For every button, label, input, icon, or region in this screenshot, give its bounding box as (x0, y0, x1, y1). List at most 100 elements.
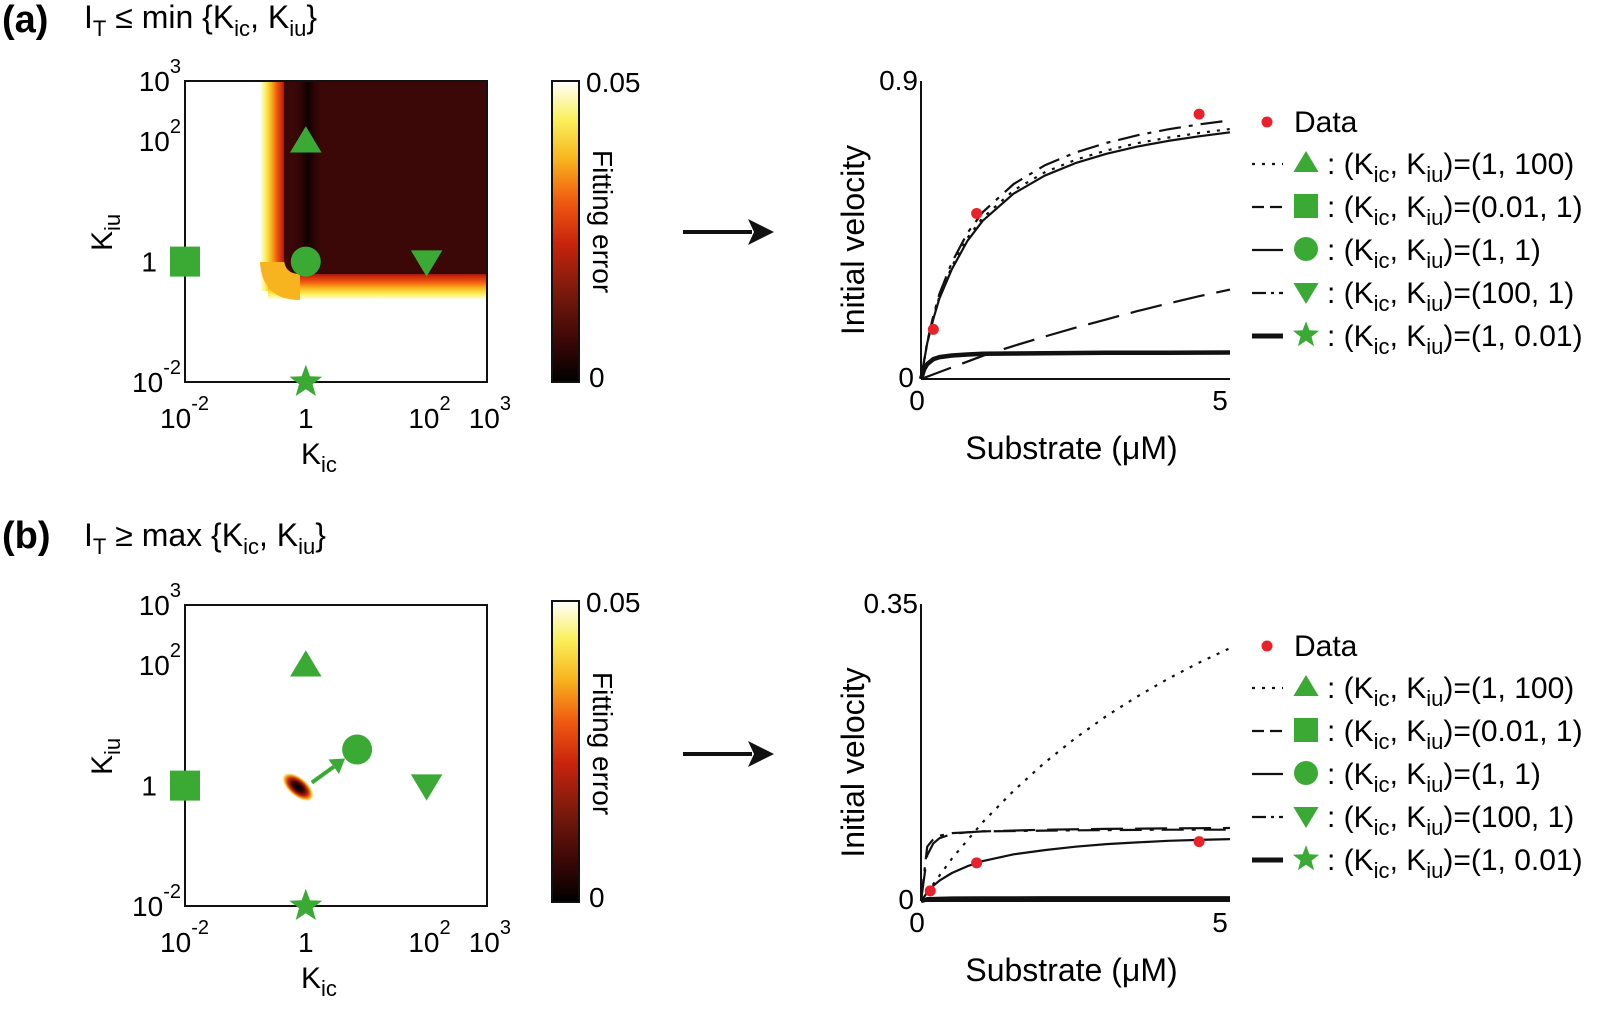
triangle-up-marker (290, 126, 322, 153)
data-point (1193, 108, 1205, 120)
y-tick-base: 10 (132, 367, 163, 398)
x-tick-base: 10 (408, 403, 439, 434)
ylabel-main: K (86, 755, 119, 775)
condition-mid: , K (259, 517, 298, 553)
legend-pre: : (K (1327, 801, 1374, 834)
x-tick-base: 1 (298, 403, 314, 434)
xlabel-sub: ic (321, 452, 337, 477)
series-line (919, 828, 1230, 902)
x-tick-label: 0 (909, 385, 925, 416)
y-tick-label: 103 (139, 56, 181, 97)
legend-star-marker (1292, 845, 1320, 871)
condition-sub2: iu (298, 534, 315, 559)
colorbar-b-gradient (551, 600, 580, 903)
triangle-down-marker (410, 774, 443, 801)
legend-post: )=(0.01, 1) (1443, 191, 1582, 224)
data-point (1193, 836, 1205, 848)
x-tick-exponent: 2 (439, 917, 450, 939)
legend-sub2: iu (1426, 815, 1443, 840)
x-tick-label: 5 (1212, 385, 1228, 416)
data-point (971, 857, 983, 869)
legend-sub2: iu (1426, 772, 1443, 797)
panel-b-condition: IT ≥ max {Kic, Kiu} (84, 517, 326, 559)
condition-i-sub: T (93, 534, 106, 559)
colorbar-b-title: Fitting error (587, 672, 618, 815)
x-tick-exponent: 2 (439, 393, 450, 415)
y-tick-exponent: -2 (163, 357, 181, 379)
circle-marker (342, 734, 373, 765)
legend-triangle-up-marker (1293, 151, 1319, 172)
x-tick-label: 103 (469, 917, 511, 958)
legend-post: )=(1, 1) (1443, 758, 1541, 791)
arrow-b (683, 741, 774, 767)
legend-star-marker (1292, 321, 1320, 347)
legend-item-label: : (Kic, Kiu)=(0.01, 1) (1327, 191, 1583, 230)
legend-mid: , K (1390, 844, 1427, 877)
star-marker (289, 888, 323, 920)
y-tick-label: 1 (141, 771, 157, 802)
series-line (918, 350, 1231, 380)
legend-sub1: ic (1374, 291, 1390, 316)
legend-mid: , K (1390, 758, 1427, 791)
triangle-up-marker (290, 650, 322, 677)
legend-sub2: iu (1426, 858, 1443, 883)
legend-mid: , K (1390, 148, 1427, 181)
condition-i-sub: T (93, 16, 106, 41)
chart-ylabel: Initial velocity (835, 145, 871, 335)
panel-a-condition: IT ≤ min {Kic, Kiu} (84, 0, 317, 41)
legend-mid: , K (1390, 715, 1427, 748)
legend-data-label: Data (1294, 106, 1358, 139)
chart-ylabel: Initial velocity (835, 667, 871, 857)
x-tick-label: 102 (408, 393, 450, 434)
condition-sub1: ic (243, 534, 259, 559)
legend-sub1: ic (1374, 162, 1390, 187)
legend-triangle-up-marker (1293, 675, 1319, 696)
x-tick-label: 1 (298, 403, 314, 434)
legend-mid: , K (1390, 277, 1427, 310)
condition-mid: , K (250, 0, 289, 35)
legend-mid: , K (1390, 234, 1427, 267)
y-tick-base: 1 (141, 247, 157, 278)
legend-sub1: ic (1374, 686, 1390, 711)
legend-pre: : (K (1327, 277, 1374, 310)
legend-pre: : (K (1327, 234, 1374, 267)
x-tick-base: 10 (160, 927, 191, 958)
chart-xlabel: Substrate (μM) (965, 952, 1177, 988)
condition-relation: ≥ max {K (106, 517, 243, 553)
ylabel-main: K (86, 231, 119, 251)
x-tick-exponent: -2 (191, 393, 209, 415)
legend-pre: : (K (1327, 715, 1374, 748)
legend-item-label: : (Kic, Kiu)=(100, 1) (1327, 801, 1574, 840)
x-tick-label: 10-2 (160, 393, 209, 434)
x-tick-label: 1 (298, 927, 314, 958)
legend-pre: : (K (1327, 148, 1374, 181)
y-tick-base: 1 (141, 771, 157, 802)
legend-sub1: ic (1374, 815, 1390, 840)
y-tick-base: 10 (139, 650, 170, 681)
legend-post: )=(100, 1) (1443, 277, 1574, 310)
condition-sub1: ic (234, 16, 250, 41)
legend-item-label: : (Kic, Kiu)=(1, 1) (1327, 234, 1541, 273)
xlabel-main: K (301, 962, 321, 995)
y-tick-exponent: 2 (170, 116, 181, 138)
legend-mid: , K (1390, 191, 1427, 224)
arrow-a (683, 219, 774, 245)
legend-sub2: iu (1426, 729, 1443, 754)
legend-a: Data: (Kic, Kiu)=(1, 100): (Kic, Kiu)=(0… (1252, 106, 1583, 359)
legend-square-marker (1294, 194, 1318, 218)
legend-item-label: : (Kic, Kiu)=(1, 0.01) (1327, 320, 1583, 359)
y-tick-label: 10-2 (132, 357, 181, 398)
legend-mid: , K (1390, 801, 1427, 834)
x-tick-base: 10 (408, 927, 439, 958)
heatmap-a (170, 80, 488, 396)
legend-data-dot (1261, 640, 1273, 652)
series-line (919, 127, 1231, 380)
x-tick-base: 10 (160, 403, 191, 434)
legend-sub2: iu (1426, 205, 1443, 230)
legend-pre: : (K (1327, 844, 1374, 877)
heatmap-b-markers (170, 650, 443, 920)
y-tick-exponent: 3 (170, 56, 181, 78)
